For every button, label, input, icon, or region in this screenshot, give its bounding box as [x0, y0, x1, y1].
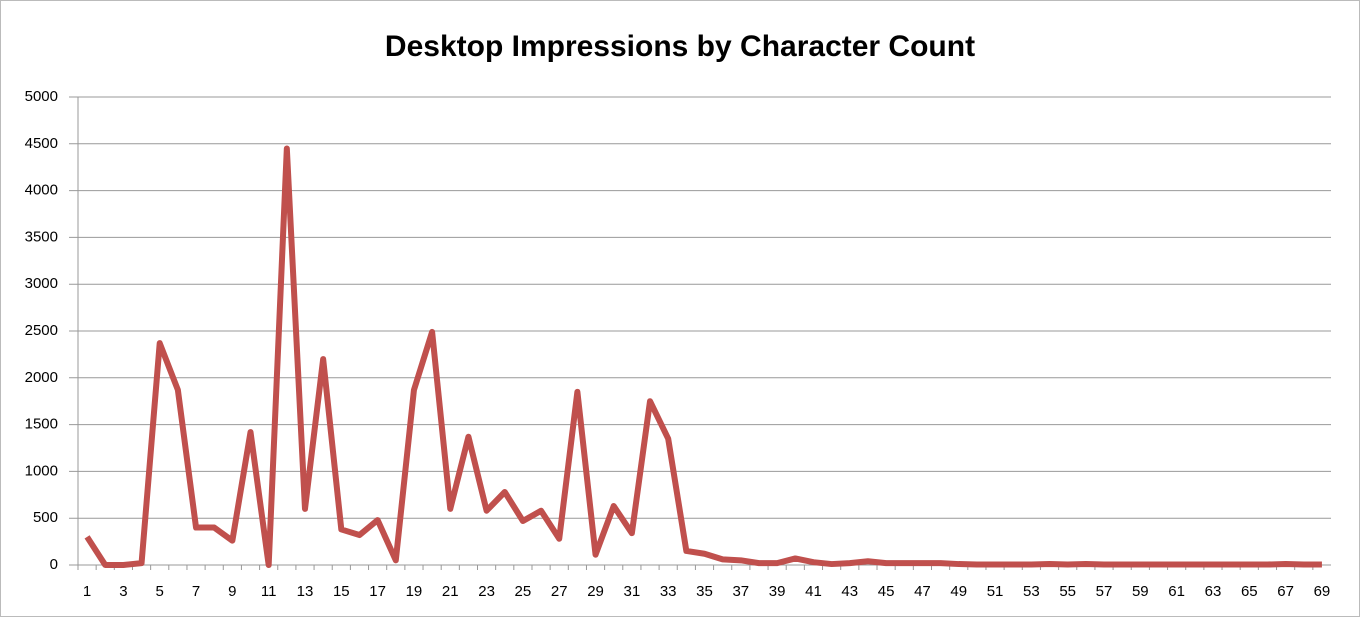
x-tick-label: 5 — [156, 583, 164, 600]
x-tick-label: 3 — [119, 583, 127, 600]
x-tick-label: 59 — [1132, 583, 1149, 600]
x-tick-label: 7 — [192, 583, 200, 600]
x-tick-label: 57 — [1096, 583, 1113, 600]
x-tick-label: 29 — [587, 583, 604, 600]
y-tick-label: 4500 — [25, 135, 58, 152]
x-tick-label: 25 — [515, 583, 532, 600]
x-tick-label: 13 — [297, 583, 314, 600]
x-tick-label: 23 — [478, 583, 495, 600]
x-tick-label: 63 — [1205, 583, 1222, 600]
x-tick-label: 19 — [406, 583, 423, 600]
y-tick-label: 4000 — [25, 182, 58, 199]
chart-title: Desktop Impressions by Character Count — [385, 30, 975, 63]
x-tick-label: 15 — [333, 583, 350, 600]
y-tick-label: 5000 — [25, 88, 58, 105]
x-tick-label: 53 — [1023, 583, 1040, 600]
x-tick-label: 49 — [950, 583, 967, 600]
x-tick-label: 45 — [878, 583, 895, 600]
x-tick-label: 69 — [1314, 583, 1331, 600]
x-tick-label: 65 — [1241, 583, 1258, 600]
x-tick-label: 41 — [805, 583, 822, 600]
x-tick-label: 43 — [841, 583, 858, 600]
y-tick-label: 1500 — [25, 416, 58, 433]
x-tick-label: 21 — [442, 583, 459, 600]
x-tick-label: 17 — [369, 583, 386, 600]
x-tick-label: 33 — [660, 583, 677, 600]
x-tick-label: 11 — [261, 583, 277, 600]
x-tick-label: 37 — [732, 583, 749, 600]
y-tick-label: 1000 — [25, 462, 58, 479]
x-tick-label: 51 — [987, 583, 1004, 600]
x-tick-label: 55 — [1059, 583, 1076, 600]
y-tick-label: 2500 — [25, 322, 58, 339]
x-tick-label: 31 — [624, 583, 641, 600]
x-tick-label: 35 — [696, 583, 713, 600]
y-tick-label: 0 — [50, 556, 58, 573]
x-tick-label: 27 — [551, 583, 568, 600]
y-tick-label: 3000 — [25, 275, 58, 292]
y-tick-label: 2000 — [25, 369, 58, 386]
x-tick-label: 67 — [1277, 583, 1294, 600]
y-tick-label: 500 — [33, 509, 58, 526]
y-tick-label: 3500 — [25, 228, 58, 245]
x-tick-label: 1 — [83, 583, 91, 600]
x-tick-label: 9 — [228, 583, 236, 600]
data-line — [84, 145, 1322, 568]
x-tick-label: 47 — [914, 583, 931, 600]
x-tick-label: 39 — [769, 583, 786, 600]
x-tick-label: 61 — [1168, 583, 1185, 600]
